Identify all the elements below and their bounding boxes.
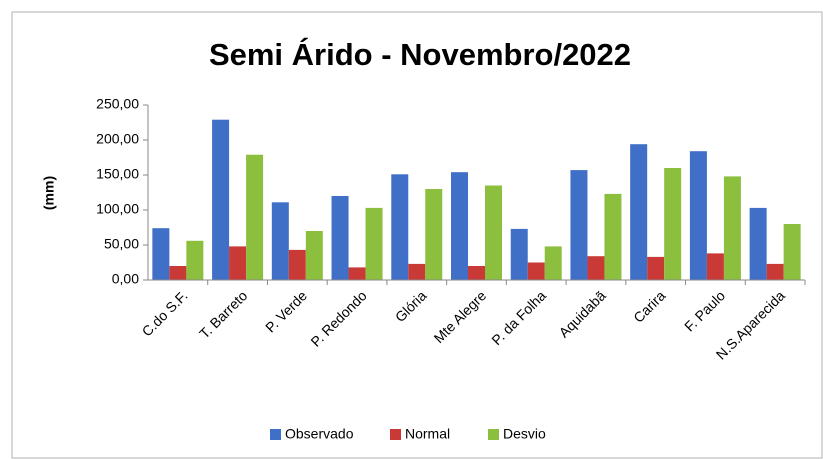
chart-border (11, 11, 823, 459)
bar (630, 144, 648, 280)
bar (749, 207, 767, 280)
bar (212, 119, 230, 280)
bar (391, 174, 409, 280)
legend-swatch (488, 429, 499, 440)
y-tick-label: 150,00 (96, 166, 139, 182)
bar (706, 253, 724, 280)
bar (468, 266, 485, 280)
y-tick-label: 100,00 (96, 201, 139, 217)
bar (544, 246, 562, 280)
bar (451, 172, 468, 280)
bar (271, 202, 289, 280)
bar (587, 256, 605, 280)
chart-title: Semi Árido - Novembro/2022 (209, 37, 631, 72)
bar (246, 154, 264, 280)
bar (331, 196, 349, 280)
bar (647, 256, 665, 280)
y-tick-label: 250,00 (96, 96, 139, 112)
y-axis-label: (mm) (41, 176, 57, 210)
bar (783, 224, 801, 280)
bar (169, 266, 187, 280)
bar (689, 151, 707, 280)
bar (527, 262, 545, 280)
bar (510, 228, 528, 280)
bar (485, 185, 502, 280)
bar (288, 249, 306, 280)
legend-swatch (390, 429, 401, 440)
bar (152, 228, 170, 280)
legend-label: Normal (405, 426, 450, 442)
bar (365, 207, 383, 280)
legend-label: Desvio (503, 426, 546, 442)
bar (186, 240, 204, 280)
bar (305, 231, 323, 280)
bar (229, 246, 247, 280)
y-tick-label: 50,00 (104, 236, 139, 252)
legend-label: Observado (285, 426, 354, 442)
bar (723, 176, 741, 280)
bar (348, 267, 366, 280)
y-tick-label: 200,00 (96, 131, 139, 147)
bar (766, 263, 784, 280)
bar (664, 168, 682, 280)
bar (570, 170, 588, 280)
bar (604, 193, 622, 280)
y-tick-label: 0,00 (112, 271, 139, 287)
legend-swatch (270, 429, 281, 440)
bar (408, 263, 426, 280)
bar (425, 189, 443, 280)
